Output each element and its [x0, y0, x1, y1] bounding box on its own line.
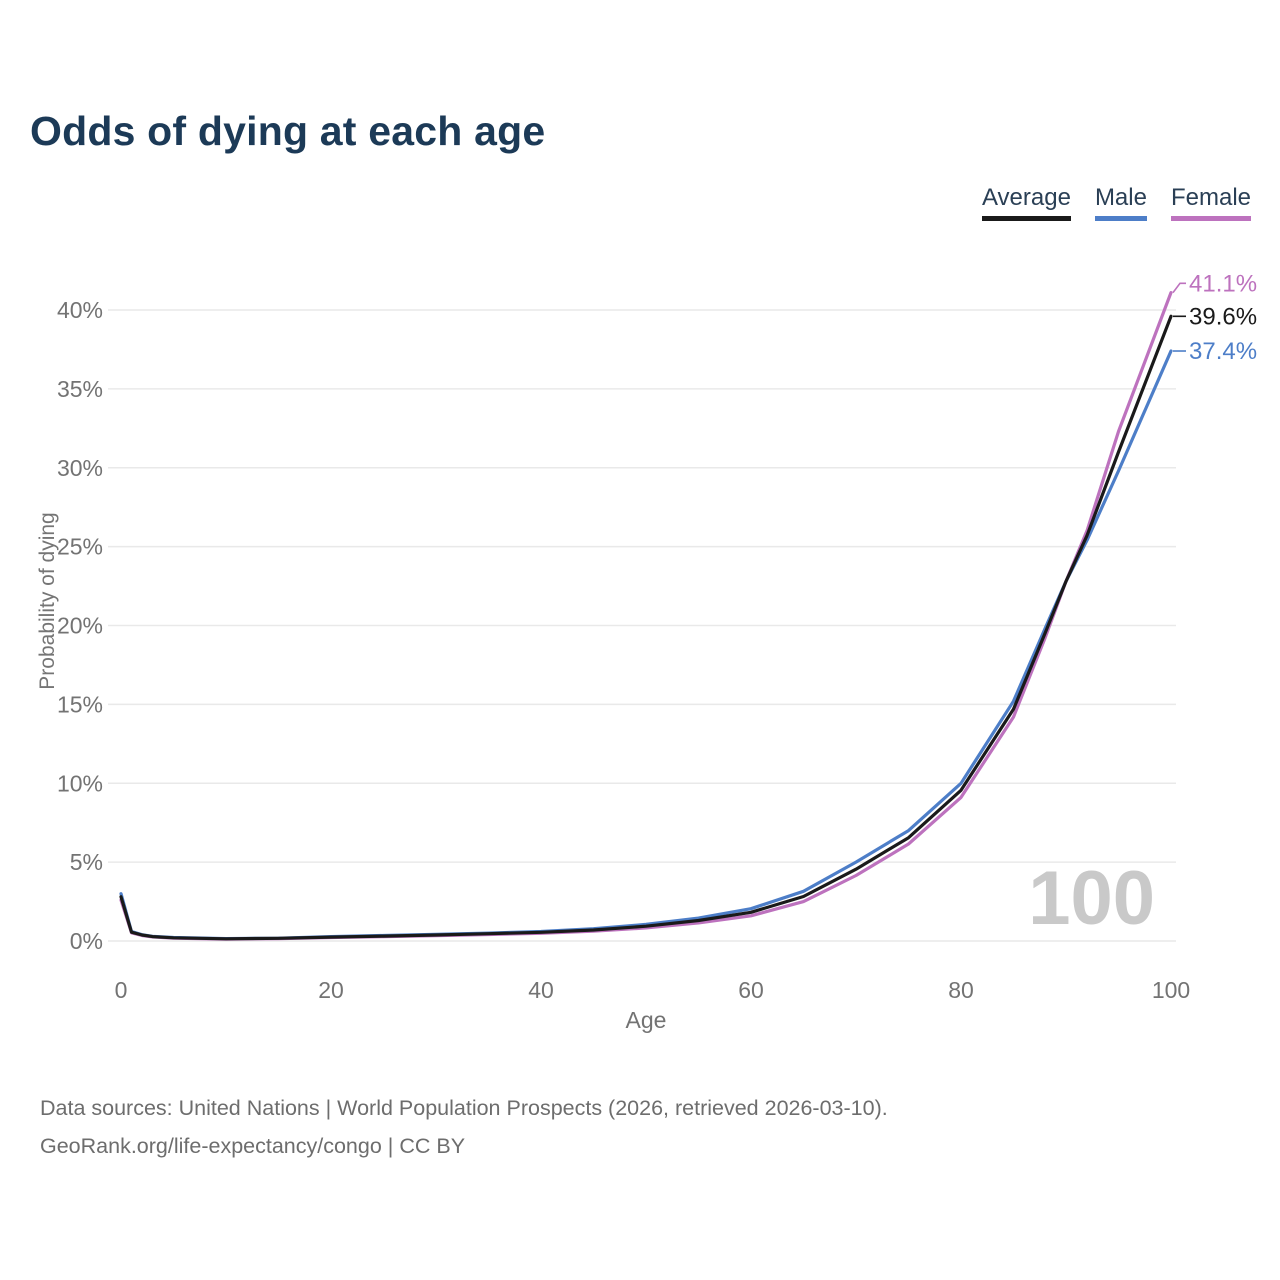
- chart-footer: Data sources: United Nations | World Pop…: [40, 1089, 888, 1165]
- legend-item-average[interactable]: Average: [981, 184, 1071, 221]
- legend-label-female: Female: [1170, 184, 1251, 211]
- footer-license-line: GeoRank.org/life-expectancy/congo | CC B…: [40, 1134, 466, 1158]
- series-line-male[interactable]: [119, 349, 1173, 941]
- x-tick-label-0: 0: [115, 977, 128, 1003]
- legend-item-male[interactable]: Male: [1094, 184, 1147, 221]
- end-label-female: 41.1%: [1189, 270, 1257, 297]
- watermark-age-100: 100: [1028, 856, 1155, 941]
- x-tick-label-80: 80: [948, 977, 974, 1003]
- series-line-average[interactable]: [119, 314, 1173, 941]
- legend-label-average: Average: [981, 184, 1071, 211]
- legend-swatch-female: [1170, 216, 1251, 221]
- end-label-average: 39.6%: [1189, 303, 1257, 330]
- end-label-connector-female: [1172, 282, 1186, 294]
- legend-swatch-male: [1094, 216, 1147, 221]
- y-tick-label-15: 15%: [57, 691, 103, 717]
- legend-item-female[interactable]: Female: [1170, 184, 1251, 221]
- x-tick-label-100: 100: [1152, 977, 1190, 1003]
- y-tick-label-35: 35%: [57, 376, 103, 402]
- y-tick-label-25: 25%: [57, 534, 103, 560]
- legend-label-male: Male: [1094, 184, 1147, 211]
- y-tick-label-0: 0%: [70, 928, 103, 954]
- legend-swatch-average: [981, 216, 1071, 221]
- footer-source-line: Data sources: United Nations | World Pop…: [40, 1096, 888, 1120]
- x-tick-label-60: 60: [738, 977, 764, 1003]
- end-label-male: 37.4%: [1189, 338, 1257, 365]
- x-tick-label-20: 20: [318, 977, 344, 1003]
- y-tick-label-40: 40%: [57, 297, 103, 323]
- chart-legend: Average Male Female: [981, 184, 1251, 221]
- y-tick-label-20: 20%: [57, 613, 103, 639]
- x-tick-label-40: 40: [528, 977, 554, 1003]
- series-line-female[interactable]: [119, 291, 1173, 941]
- y-tick-label-5: 5%: [70, 849, 103, 875]
- page-title: Odds of dying at each age: [30, 108, 546, 154]
- y-tick-label-30: 30%: [57, 455, 103, 481]
- y-tick-label-10: 10%: [57, 770, 103, 796]
- x-axis-title: Age: [626, 1007, 667, 1033]
